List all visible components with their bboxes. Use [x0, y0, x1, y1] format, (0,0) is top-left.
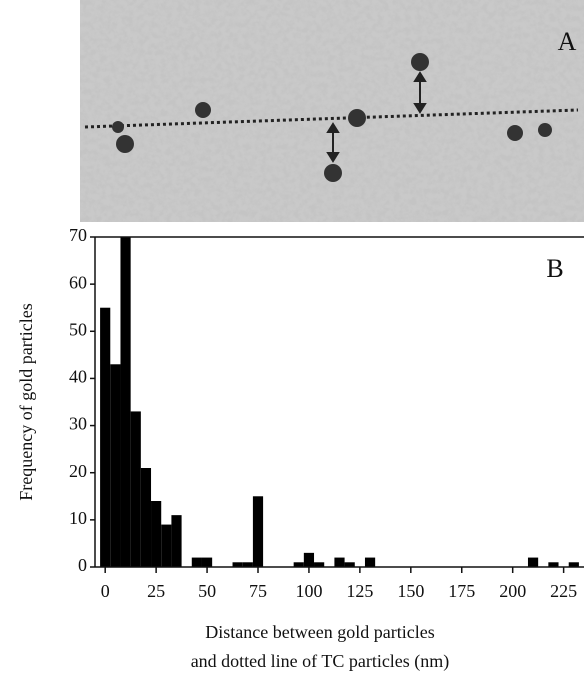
bar	[242, 562, 253, 567]
bar	[110, 364, 121, 567]
bar	[364, 557, 376, 567]
bar	[140, 468, 152, 567]
y-tick-label: 60	[69, 272, 87, 292]
y-tick-label: 30	[69, 414, 87, 434]
x-axis-label: Distance between gold particles	[205, 622, 434, 642]
y-tick-label: 70	[69, 225, 87, 245]
y-tick-label: 20	[69, 461, 87, 481]
bar	[548, 562, 559, 567]
x-tick-label: 75	[249, 581, 267, 601]
bar	[161, 524, 172, 567]
bar	[130, 411, 141, 567]
bar	[100, 307, 111, 567]
x-axis-label: and dotted line of TC particles (nm)	[191, 651, 450, 672]
y-tick-label: 10	[69, 508, 87, 528]
x-tick-label: 50	[198, 581, 216, 601]
x-tick-label: 100	[295, 581, 322, 601]
bar	[568, 562, 579, 567]
bar	[334, 557, 345, 567]
bar	[527, 557, 539, 567]
x-tick-label: 125	[346, 581, 373, 601]
y-axis-label: Frequency of gold particles	[16, 303, 36, 500]
bar	[120, 237, 131, 567]
bar	[171, 515, 182, 567]
panel-label: B	[546, 254, 563, 283]
bar	[293, 562, 304, 567]
x-tick-label: 225	[550, 581, 577, 601]
x-tick-label: 0	[101, 581, 110, 601]
panel-label: A	[558, 27, 577, 56]
x-tick-label: 175	[448, 581, 475, 601]
bar	[303, 552, 315, 567]
bar	[191, 557, 202, 567]
bar	[344, 562, 355, 567]
bar	[252, 496, 264, 567]
bar	[151, 501, 162, 567]
y-tick-label: 40	[69, 367, 87, 387]
micrograph: A	[80, 0, 584, 222]
bar	[314, 562, 325, 567]
y-tick-label: 0	[78, 555, 87, 575]
bar	[232, 562, 243, 567]
y-tick-label: 50	[69, 319, 87, 339]
x-tick-label: 150	[397, 581, 424, 601]
x-tick-label: 200	[499, 581, 526, 601]
x-tick-label: 25	[147, 581, 165, 601]
bar	[201, 557, 213, 567]
